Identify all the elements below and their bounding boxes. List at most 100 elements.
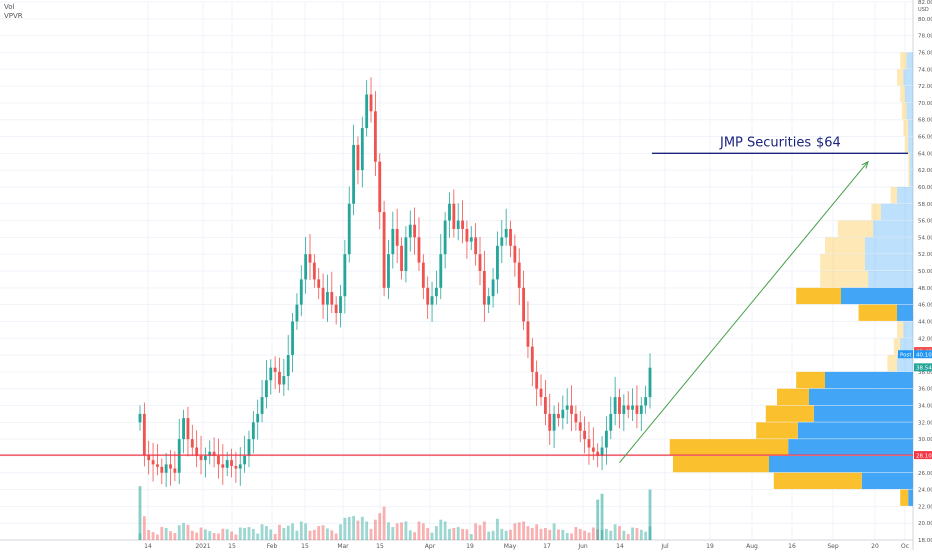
volume-bar: [408, 530, 412, 540]
volume-profile-sell-bar: [905, 136, 909, 153]
candle-body: [264, 380, 268, 398]
candle-body: [256, 413, 260, 423]
candle-body: [373, 111, 377, 162]
volume-bar: [456, 527, 460, 540]
volume-indicator-label[interactable]: Vol: [4, 3, 15, 11]
volume-bar: [212, 533, 216, 540]
volume-bar: [526, 526, 530, 540]
volume-bar: [217, 533, 220, 540]
candle-body: [156, 464, 159, 467]
candle-body: [182, 418, 186, 440]
y-tick-label: 18.00: [918, 538, 932, 544]
candle-body: [604, 430, 608, 448]
projection-arrow: [619, 161, 869, 463]
volume-profile-buy-bar: [788, 439, 913, 456]
volume-bar: [286, 525, 290, 540]
x-tick-label: Oc: [901, 543, 909, 550]
candle-body: [225, 460, 229, 468]
x-tick-label: 16: [788, 543, 796, 550]
volume-bar: [256, 533, 260, 540]
candle-body: [334, 304, 338, 314]
volume-bar: [395, 523, 399, 540]
volume-bar: [369, 528, 373, 540]
candle-body: [443, 220, 447, 255]
volume-bar: [439, 519, 443, 540]
candle-body: [269, 367, 273, 381]
volume-profile-buy-bar: [908, 489, 913, 506]
volume-bar: [147, 530, 151, 540]
candle-body: [496, 245, 499, 280]
volume-bar: [639, 529, 643, 540]
volume-bar: [583, 530, 587, 540]
volume-bar: [509, 529, 512, 540]
y-tick-label: 32.00: [918, 420, 932, 426]
candle-body: [339, 296, 342, 314]
volume-bar: [278, 524, 281, 540]
volume-bar: [291, 523, 294, 540]
candle-body: [304, 254, 308, 280]
volume-bar: [308, 530, 312, 540]
volume-bar: [434, 526, 438, 540]
annotation-target: $64: [816, 135, 841, 150]
projection-arrow-head: [861, 160, 869, 169]
volume-bar: [169, 531, 172, 540]
y-tick-label: 36.00: [918, 387, 932, 393]
candle-body: [400, 245, 403, 271]
candle-body: [587, 439, 591, 448]
candle-body: [291, 321, 294, 356]
vpvr-indicator-label[interactable]: VPVR: [4, 12, 23, 20]
volume-profile-buy-bar: [897, 304, 913, 321]
y-tick-label: 34.00: [918, 404, 932, 410]
candle-body: [591, 447, 595, 452]
volume-profile-buy-bar: [865, 254, 913, 271]
volume-bar: [173, 533, 177, 540]
x-tick-label: 2021: [195, 543, 210, 550]
volume-profile-sell-bar: [796, 371, 825, 389]
candle-body: [247, 439, 251, 456]
volume-bar: [273, 533, 277, 540]
candle-body: [583, 430, 587, 440]
volume-profile-sell-bar: [900, 86, 905, 103]
volume-bar: [543, 527, 547, 540]
volume-bar: [417, 521, 421, 540]
candle-body: [565, 405, 569, 410]
volume-bar: [326, 528, 329, 540]
volume-profile-sell-bar: [837, 220, 873, 237]
volume-profile-buy-bar: [813, 405, 913, 422]
volume-profile-sell-bar: [796, 287, 841, 305]
candle-body: [413, 224, 417, 238]
volume-bar: [190, 530, 194, 540]
volume-bar-peak: [596, 499, 600, 540]
price-badge-support-bg: [914, 451, 932, 460]
y-tick-label: 44.00: [918, 319, 932, 325]
candle-body: [369, 94, 373, 112]
volume-bar: [613, 524, 617, 540]
candle-body: [574, 413, 578, 423]
candle-body: [356, 144, 360, 171]
x-tick-label: Jul: [660, 543, 669, 550]
candle-body: [343, 254, 347, 297]
volume-profile-buy-bar: [906, 52, 913, 69]
volume-profile-buy-bar: [903, 321, 913, 338]
price-badge-post: 40.10: [916, 353, 932, 359]
candle-body: [500, 237, 504, 246]
volume-bar: [565, 533, 569, 540]
volume-bar: [269, 529, 273, 540]
candle-body: [138, 413, 142, 423]
volume-profile-sell-bar: [773, 472, 862, 490]
volume-bar: [604, 528, 608, 540]
post-label-bg: [898, 350, 913, 359]
y-tick-label: 20.00: [918, 521, 932, 527]
volume-bar: [164, 527, 168, 540]
candle-body: [426, 287, 430, 305]
volume-profile-sell-bar: [903, 119, 909, 136]
volume-bar: [517, 522, 521, 540]
candle-body: [234, 466, 238, 469]
volume-bar: [221, 528, 225, 540]
y-tick-label: 68.00: [918, 118, 932, 124]
y-tick-label: 22.00: [918, 504, 932, 510]
x-tick-label: 14: [144, 543, 152, 550]
x-tick-label: 19: [466, 543, 474, 550]
